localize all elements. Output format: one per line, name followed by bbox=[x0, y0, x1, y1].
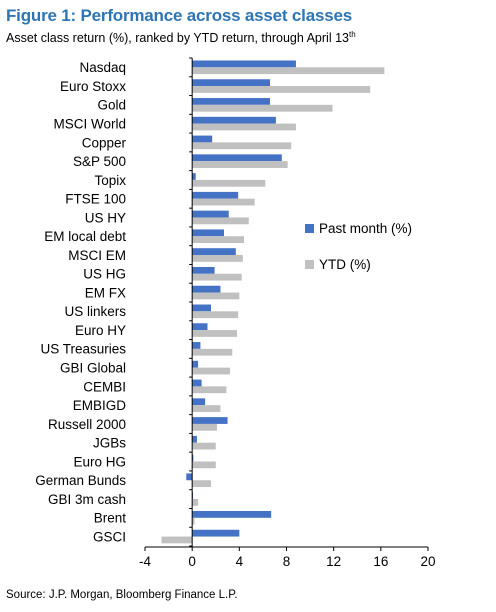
bar-past-month bbox=[192, 379, 202, 387]
bar-past-month bbox=[192, 323, 208, 331]
bar-past-month bbox=[192, 210, 229, 218]
bar-ytd bbox=[192, 292, 240, 300]
legend-past-month-swatch bbox=[305, 224, 314, 233]
x-tick-label: 0 bbox=[188, 554, 196, 569]
category-label: EM local debt bbox=[44, 229, 126, 244]
category-label: GBI Global bbox=[60, 361, 126, 376]
bar-ytd bbox=[192, 255, 243, 262]
bar-past-month bbox=[192, 398, 206, 406]
category-label: Gold bbox=[97, 98, 126, 113]
bar-ytd bbox=[192, 311, 239, 319]
bar-ytd bbox=[192, 123, 296, 131]
bar-past-month bbox=[192, 285, 221, 293]
category-label: EMBIGD bbox=[73, 398, 127, 413]
bar-past-month bbox=[192, 191, 239, 199]
bar-past-month bbox=[192, 135, 213, 143]
subtitle-superscript: th bbox=[348, 30, 356, 39]
x-tick-label: 12 bbox=[326, 554, 341, 569]
category-label: Euro HG bbox=[73, 454, 126, 469]
bar-ytd bbox=[192, 367, 230, 375]
source-note: Source: J.P. Morgan, Bloomberg Finance L… bbox=[6, 589, 238, 601]
bar-ytd bbox=[192, 273, 242, 281]
bar-ytd bbox=[192, 67, 385, 75]
category-label: Euro Stoxx bbox=[60, 79, 126, 94]
bar-past-month bbox=[192, 510, 272, 518]
bar-ytd bbox=[192, 461, 216, 469]
legend-ytd-swatch bbox=[305, 260, 314, 269]
category-label: Brent bbox=[94, 511, 127, 526]
category-label: Nasdaq bbox=[79, 60, 126, 75]
bar-ytd bbox=[192, 86, 371, 93]
category-label: FTSE 100 bbox=[65, 192, 126, 207]
bar-past-month bbox=[192, 304, 212, 312]
bar-past-month bbox=[192, 529, 240, 537]
category-label: S&P 500 bbox=[73, 154, 126, 169]
bar-past-month bbox=[192, 417, 228, 424]
bar-past-month bbox=[192, 154, 282, 162]
category-label: US Treasuries bbox=[40, 342, 126, 357]
bar-ytd bbox=[192, 499, 199, 506]
bar-past-month bbox=[186, 473, 193, 481]
bar-past-month bbox=[192, 229, 225, 237]
x-tick-label: 16 bbox=[373, 554, 388, 569]
legend-past-month-label: Past month (%) bbox=[319, 221, 412, 236]
category-label: MSCI EM bbox=[68, 248, 126, 263]
x-tick-label: 20 bbox=[420, 554, 435, 569]
bar-ytd bbox=[161, 536, 193, 544]
bar-past-month bbox=[192, 60, 296, 68]
category-label: German Bunds bbox=[35, 473, 126, 488]
bar-past-month bbox=[192, 454, 194, 462]
bar-past-month bbox=[192, 79, 270, 87]
bar-past-month bbox=[192, 98, 270, 105]
bar-ytd bbox=[192, 405, 221, 412]
bar-ytd bbox=[192, 198, 255, 206]
bar-past-month bbox=[192, 248, 236, 255]
bar-ytd bbox=[192, 330, 237, 337]
category-label: US HG bbox=[83, 267, 126, 282]
category-label: US linkers bbox=[64, 304, 126, 319]
category-label: JGBs bbox=[93, 436, 126, 451]
x-tick-label: -4 bbox=[139, 554, 151, 569]
category-label: US HY bbox=[85, 210, 126, 225]
bar-past-month bbox=[192, 342, 201, 349]
bar-ytd bbox=[192, 442, 216, 450]
bar-past-month bbox=[192, 266, 215, 274]
bar-past-month bbox=[192, 360, 199, 368]
x-tick-label: 4 bbox=[236, 554, 244, 569]
category-label: Euro HY bbox=[75, 323, 126, 338]
x-tick-label: 8 bbox=[283, 554, 291, 569]
bar-ytd bbox=[192, 348, 233, 356]
subtitle-text: Asset class return (%), ranked by YTD re… bbox=[6, 31, 349, 46]
bar-ytd bbox=[192, 104, 333, 112]
chart-title: Figure 1: Performance across asset class… bbox=[6, 6, 352, 25]
bar-ytd bbox=[192, 423, 217, 431]
bar-ytd bbox=[192, 517, 195, 525]
category-label: Copper bbox=[82, 135, 127, 150]
category-label: GSCI bbox=[93, 529, 126, 544]
category-label: CEMBI bbox=[83, 379, 126, 394]
category-label: Topix bbox=[94, 173, 126, 188]
bar-past-month bbox=[192, 435, 197, 443]
category-label: Russell 2000 bbox=[48, 417, 126, 432]
category-label: GBI 3m cash bbox=[48, 492, 126, 507]
bar-ytd bbox=[192, 217, 249, 225]
chart-subtitle: Asset class return (%), ranked by YTD re… bbox=[6, 30, 356, 45]
bar-ytd bbox=[192, 161, 288, 168]
bar-ytd bbox=[192, 142, 292, 150]
category-label: MSCI World bbox=[53, 117, 126, 132]
bar-past-month bbox=[192, 116, 276, 124]
legend-ytd-label: YTD (%) bbox=[319, 257, 371, 272]
bar-ytd bbox=[192, 480, 212, 488]
bar-ytd bbox=[192, 179, 266, 187]
bar-past-month bbox=[192, 173, 196, 180]
bar-ytd bbox=[192, 236, 245, 244]
category-label: EM FX bbox=[85, 285, 126, 300]
bar-ytd bbox=[192, 386, 227, 394]
